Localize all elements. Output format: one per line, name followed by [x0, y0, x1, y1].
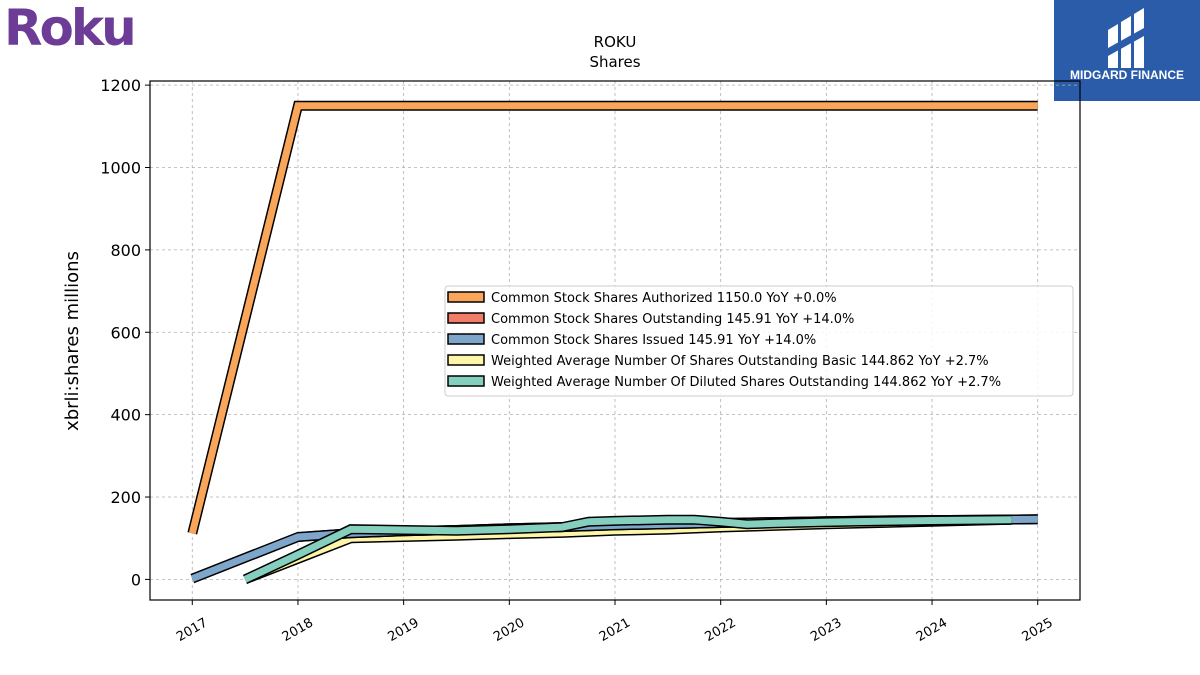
x-tick-label: 2023: [808, 615, 844, 645]
x-tick-label: 2024: [914, 615, 950, 645]
data-point: [508, 528, 510, 530]
series-line: [243, 516, 1012, 583]
badge-label: MIDGARD FINANCE: [1070, 68, 1184, 82]
legend: Common Stock Shares Authorized 1150.0 Yo…: [444, 285, 1074, 397]
y-tick-label: 200: [110, 488, 141, 507]
data-point: [191, 532, 193, 534]
x-tick-label: 2022: [703, 615, 739, 645]
data-point: [588, 521, 590, 523]
data-point: [773, 522, 774, 524]
x-tick-label: 2025: [1020, 615, 1056, 645]
data-point: [931, 520, 933, 521]
data-point: [191, 578, 193, 580]
data-point: [403, 529, 405, 531]
series-lines: [187, 100, 1039, 585]
data-point: [297, 554, 299, 556]
data-point: [244, 578, 246, 580]
y-tick-label: 0: [131, 570, 141, 589]
data-point: [561, 532, 563, 534]
data-point: [1037, 518, 1039, 520]
data-point: [403, 536, 405, 538]
x-tick-label: 2021: [597, 615, 633, 645]
legend-swatch: [447, 333, 485, 345]
data-point: [614, 530, 616, 532]
x-tick-label: 2019: [385, 615, 421, 645]
data-point: [350, 528, 352, 530]
legend-swatch: [447, 375, 485, 387]
y-tick-label: 600: [110, 323, 141, 342]
data-point: [825, 521, 827, 523]
data-point: [720, 521, 722, 523]
chart-subtitle: Shares: [589, 53, 640, 71]
data-point: [878, 520, 880, 522]
y-tick-label: 1000: [100, 159, 141, 178]
data-point: [614, 520, 616, 522]
legend-entry: Common Stock Shares Outstanding 145.91 Y…: [491, 312, 854, 327]
data-point: [693, 519, 695, 521]
legend-entry: Common Stock Shares Authorized 1150.0 Yo…: [491, 291, 837, 306]
roku-logo: Roku: [4, 0, 137, 57]
legend-entry: Weighted Average Number Of Diluted Share…: [491, 375, 1001, 390]
legend-swatch: [447, 312, 485, 324]
series-4: [242, 514, 1012, 584]
midgard-finance-logo-icon: [1108, 8, 1144, 68]
y-tick-label: 1200: [100, 76, 141, 95]
y-tick-label: 800: [110, 241, 141, 260]
legend-entry: Weighted Average Number Of Shares Outsta…: [491, 354, 989, 369]
data-point: [456, 530, 457, 532]
midgard-finance-badge: MIDGARD FINANCE: [1054, 0, 1200, 101]
data-point: [561, 526, 563, 528]
y-axis-label: xbrli:shares millions: [62, 251, 83, 431]
data-point: [667, 519, 669, 521]
data-point: [667, 529, 669, 531]
chart-title: ROKU: [594, 33, 637, 51]
x-tick-label: 2018: [280, 615, 316, 645]
x-tick-label: 2020: [491, 615, 527, 645]
legend-box: [444, 285, 1074, 397]
data-point: [297, 105, 299, 107]
x-tick-label: 2017: [174, 615, 210, 645]
data-point: [1010, 519, 1012, 521]
legend-swatch: [447, 291, 485, 303]
series-0: [187, 100, 1039, 535]
legend-swatch: [447, 354, 485, 366]
y-tick-label: 400: [110, 406, 141, 425]
data-point: [297, 536, 299, 538]
data-point: [746, 523, 748, 525]
legend-entry: Common Stock Shares Issued 145.91 YoY +1…: [491, 333, 816, 348]
data-point: [1037, 105, 1039, 107]
